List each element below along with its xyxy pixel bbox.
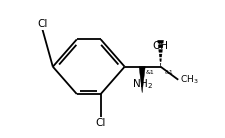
- Polygon shape: [158, 45, 162, 48]
- Polygon shape: [159, 59, 161, 62]
- Text: NH$_2$: NH$_2$: [131, 77, 152, 91]
- Text: &1: &1: [164, 70, 172, 75]
- Text: Cl: Cl: [37, 19, 47, 29]
- Polygon shape: [157, 40, 163, 43]
- Text: Cl: Cl: [95, 118, 106, 128]
- Text: OH: OH: [152, 41, 168, 51]
- Polygon shape: [138, 67, 145, 93]
- Text: CH$_3$: CH$_3$: [179, 74, 198, 86]
- Polygon shape: [158, 49, 162, 52]
- Text: &1: &1: [145, 70, 154, 75]
- Polygon shape: [158, 54, 161, 57]
